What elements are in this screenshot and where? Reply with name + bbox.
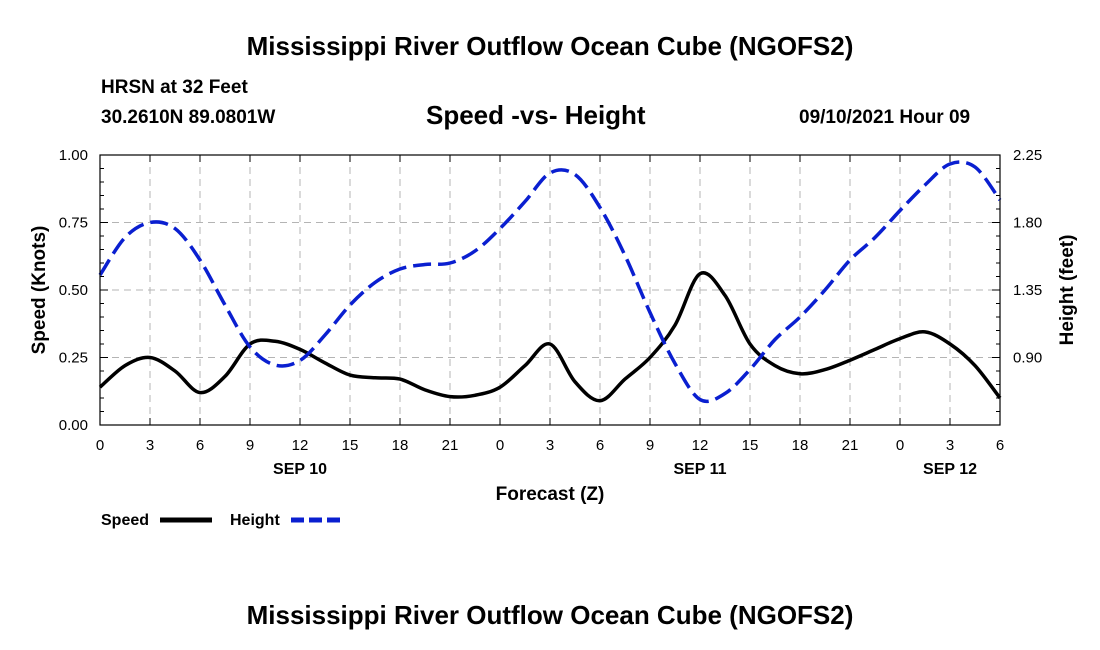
x-tick-label: 9 — [646, 437, 654, 454]
y2-tick-label: 1.35 — [1013, 282, 1042, 299]
x-tick-label: 0 — [96, 437, 104, 454]
series-layer — [98, 160, 1002, 404]
x-day-label: SEP 11 — [673, 461, 726, 478]
forecast-datetime: 09/10/2021 Hour 09 — [799, 107, 971, 128]
station-coordinates: 30.2610N 89.0801W — [101, 107, 276, 128]
x-tick-label: 3 — [546, 437, 554, 454]
x-tick-label: 15 — [342, 437, 359, 454]
footer-title: Mississippi River Outflow Ocean Cube (NG… — [246, 600, 854, 630]
x-day-label: SEP 10 — [273, 461, 327, 478]
x-tick-label: 0 — [896, 437, 904, 454]
x-tick-label: 6 — [196, 437, 204, 454]
y-tick-label: 0.00 — [59, 417, 88, 434]
x-tick-label: 6 — [596, 437, 604, 454]
x-tick-label: 6 — [996, 437, 1004, 454]
y2-tick-label: 1.80 — [1013, 215, 1042, 232]
x-axis-title: Forecast (Z) — [496, 484, 605, 505]
station-label: HRSN at 32 Feet — [101, 77, 248, 98]
x-tick-label: 9 — [246, 437, 254, 454]
x-tick-label: 12 — [692, 437, 709, 454]
speed-series-line — [98, 271, 1002, 403]
label-layer: Forecast (Z) Speed (Knots) Height (feet) — [29, 226, 1078, 505]
plot-title: Speed -vs- Height — [426, 100, 646, 130]
x-tick-label: 3 — [146, 437, 154, 454]
x-tick-label: 0 — [496, 437, 504, 454]
axis-layer: 0 3 6 9 12 15 18 21 0 3 6 9 12 15 18 21 0 3 6 SEP 10 SEP 11 S… — [59, 147, 1042, 478]
y2-tick-label: 2.25 — [1013, 147, 1042, 164]
y-tick-label: 0.25 — [59, 350, 88, 367]
x-tick-label: 18 — [792, 437, 809, 454]
legend: Speed Height — [101, 512, 343, 529]
x-tick-label: 21 — [442, 437, 459, 454]
y-tick-label: 0.75 — [59, 215, 88, 232]
page-title: Mississippi River Outflow Ocean Cube (NG… — [246, 31, 854, 61]
y2-tick-label: 0.90 — [1013, 350, 1042, 367]
x-tick-label: 15 — [742, 437, 759, 454]
grid-layer — [100, 154, 1000, 425]
y-axis-title: Speed (Knots) — [29, 226, 50, 355]
x-tick-label: 3 — [946, 437, 954, 454]
legend-speed-label: Speed — [101, 512, 149, 529]
x-tick-label: 18 — [392, 437, 409, 454]
x-tick-label: 21 — [842, 437, 859, 454]
y-tick-label: 1.00 — [59, 147, 88, 164]
x-day-label: SEP 12 — [923, 461, 977, 478]
y-tick-label: 0.50 — [59, 282, 88, 299]
legend-height-label: Height — [230, 512, 280, 529]
y2-axis-title: Height (feet) — [1057, 235, 1078, 346]
x-tick-label: 12 — [292, 437, 309, 454]
height-series-line — [98, 160, 1002, 404]
